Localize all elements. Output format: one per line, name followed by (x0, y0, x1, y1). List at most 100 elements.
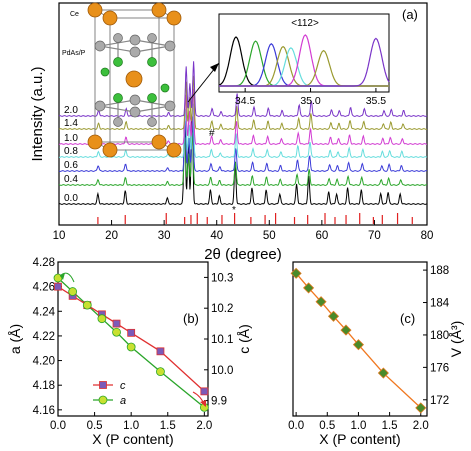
unit-cell-frame (94, 9, 175, 151)
series-v-point (340, 324, 352, 336)
inset-x-tick-label: 34.5 (235, 95, 256, 107)
panel-b-y-left-label: a (Å) (7, 324, 23, 354)
c-x-tick-label: 1.0 (350, 420, 366, 432)
x-tick-label: 30 (158, 230, 171, 242)
series-a-point (112, 327, 121, 337)
xrd-pattern-label-0.6: 0.6 (64, 160, 78, 171)
label-ce: Ce (70, 11, 79, 18)
xrd-pattern-0.8 (58, 103, 428, 158)
series-c-point (200, 387, 209, 396)
series-v-point (290, 267, 302, 279)
label-pdasp: PdAs/P (62, 50, 86, 57)
series-a-point (126, 342, 136, 352)
panel-b-legend: c a (93, 380, 126, 407)
panel-b-series (53, 273, 209, 412)
b-x-tick-label: 1.5 (160, 420, 176, 432)
x-tick-label: 50 (263, 230, 276, 242)
b-y-right-tick-label: 10.3 (211, 272, 233, 284)
peak-inset: 34.5 35.0 35.5 <112> (218, 13, 390, 107)
series-a-point (68, 287, 78, 296)
legend-a-label: a (120, 395, 126, 407)
panel-b-tag: (b) (183, 311, 199, 326)
c-y-tick-label: 184 (430, 298, 450, 310)
b-x-tick-label: 1.0 (123, 420, 139, 432)
panel-b: 0.0 0.5 1.0 1.5 2.0 4.16 4.18 4.20 4.22 4.24 4.26 4… (7, 257, 252, 447)
x-tick-label: 70 (368, 230, 381, 242)
panel-a-annotation-star: * (232, 205, 236, 216)
panel-a-x-ticks: 10 20 30 40 50 60 70 80 (53, 220, 434, 242)
b-y-left-tick-label: 4.22 (33, 331, 55, 343)
c-x-tick-label: 1.5 (382, 420, 398, 432)
x-tick-label: 20 (105, 230, 118, 242)
peak-inset-curves (218, 34, 390, 87)
x-tick-label: 80 (421, 230, 434, 242)
panel-a-tag: (a) (402, 7, 418, 22)
x-tick-label: 10 (53, 230, 66, 242)
c-y-tick-label: 188 (430, 265, 449, 277)
panel-b-frame (57, 261, 209, 417)
legend-c-marker (99, 381, 107, 389)
ce-atoms (87, 2, 182, 158)
panel-a-patterns: 0.0 0.4 0.6 0.8 1.0 1.4 2.0 (58, 61, 428, 205)
panel-c-axes: 0.0 0.5 1.0 1.5 2.0 172 176 180 184 188 (288, 265, 450, 432)
panel-c-series (290, 267, 427, 414)
b-y-right-tick-label: 10.0 (211, 365, 233, 377)
b-y-left-tick-label: 4.26 (33, 282, 55, 294)
c-x-tick-label: 0.0 (288, 420, 304, 432)
b-y-right-tick-label: 10.2 (211, 303, 233, 315)
b-y-left-tick-label: 4.18 (33, 380, 55, 392)
b-y-left-tick-label: 4.28 (33, 257, 55, 269)
legend-a-marker (98, 395, 108, 405)
panel-c: 0.0 0.5 1.0 1.5 2.0 172 176 180 184 188 (c) X (P … (288, 261, 464, 447)
pd-as-p-atoms (94, 33, 176, 127)
xrd-pattern-label-2.0: 2.0 (64, 105, 78, 116)
series-c-line (57, 286, 205, 392)
peak-inset-ticks: 34.5 35.0 35.5 (235, 88, 386, 107)
series-c-point (54, 282, 62, 291)
inset-peak-curve (219, 37, 390, 87)
xrd-pattern-label-0.4: 0.4 (64, 174, 78, 185)
panel-b-right-axis-arrowhead (200, 400, 206, 407)
panel-c-y-right-label: V (Å³) (448, 321, 464, 358)
series-c-point (156, 347, 165, 356)
xrd-pattern-0.6 (58, 116, 428, 172)
b-x-tick-label: 2.0 (196, 420, 212, 432)
green-atoms (100, 57, 170, 103)
x-tick-label: 40 (210, 230, 223, 242)
c-y-tick-label: 172 (430, 395, 449, 407)
peak-inset-title: <112> (291, 18, 319, 29)
x-tick-label: 60 (315, 230, 328, 242)
panel-a-reference-ticks (97, 213, 413, 224)
inset-x-tick-label: 35.0 (300, 95, 321, 107)
panel-b-x-label: X (P content) (92, 431, 173, 447)
xrd-pattern-1.0 (58, 88, 428, 145)
b-y-left-tick-label: 4.24 (33, 306, 56, 318)
panel-b-left-axis-arrow (59, 272, 75, 283)
series-v-point (303, 282, 315, 294)
xrd-pattern-2.0 (58, 61, 428, 117)
series-a-point (97, 314, 107, 324)
b-x-tick-label: 0.5 (87, 420, 103, 432)
series-v-point (315, 296, 327, 308)
crystal-structure-inset: Ce PdAs/P (62, 2, 182, 158)
c-y-tick-label: 176 (430, 362, 449, 374)
b-y-left-tick-label: 4.16 (33, 405, 55, 417)
b-y-right-tick-label: 9.9 (211, 396, 227, 408)
series-v-point (327, 310, 340, 322)
panel-c-tag: (c) (400, 311, 415, 326)
panel-a-annotation-hash: # (209, 128, 215, 139)
legend-c-label: c (120, 380, 126, 392)
series-v-point (415, 402, 427, 414)
c-x-tick-label: 2.0 (413, 420, 429, 432)
c-x-tick-label: 0.5 (319, 420, 335, 432)
panel-c-x-label: X (P content) (319, 431, 400, 447)
panel-a-x-label: 2θ (degree) (204, 246, 282, 263)
panel-c-frame (292, 261, 428, 417)
xrd-pattern-0.0 (58, 118, 428, 205)
series-v-point (352, 339, 365, 351)
panel-a: 0.0 0.4 0.6 0.8 1.0 1.4 2.0 10 20 30 40 50 60 70 80 (… (29, 2, 434, 263)
panel-b-left-axis-arrowhead (60, 273, 65, 280)
b-y-left-tick-label: 4.20 (33, 356, 55, 368)
panel-a-y-label: Intensity (a.u.) (29, 66, 46, 161)
